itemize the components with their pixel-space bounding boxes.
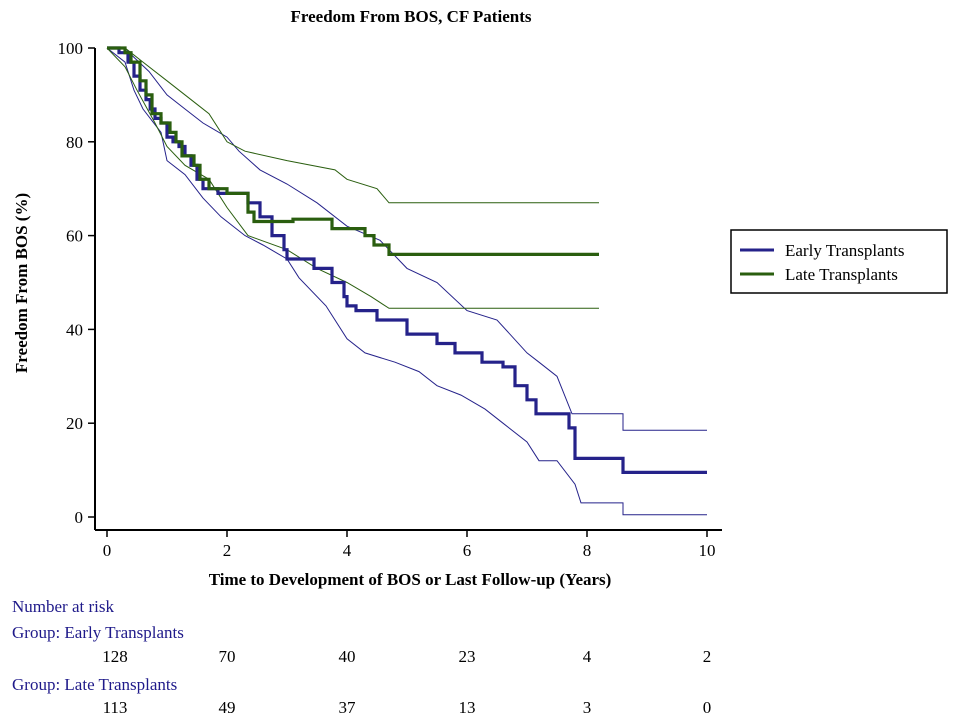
risk-count: 128 [102,647,128,666]
ci-lower-line [106,47,599,309]
x-tick-label: 10 [699,541,716,560]
risk-row-early: 128 70 40 23 4 2 [102,647,711,666]
ci-upper-line [107,47,707,431]
risk-table-header: Number at risk [12,597,114,616]
legend: Early Transplants Late Transplants [730,229,948,294]
x-tick-label: 4 [343,541,352,560]
y-tick-label: 60 [66,227,83,246]
y-axis-title: Freedom From BOS (%) [12,193,31,373]
survival-line [107,46,707,474]
legend-label-early: Early Transplants [785,241,904,260]
risk-group-label-late: Group: Late Transplants [12,675,177,694]
survival-line [107,46,599,256]
chart-title: Freedom From BOS, CF Patients [291,7,532,26]
ci-upper-line [107,47,599,204]
y-tick-label: 20 [66,414,83,433]
risk-count: 40 [339,647,356,666]
risk-count: 49 [219,698,236,717]
risk-row-late: 113 49 37 13 3 0 [103,698,712,717]
risk-count: 4 [583,647,592,666]
risk-count: 37 [339,698,357,717]
x-tick-label: 6 [463,541,472,560]
risk-count: 13 [459,698,476,717]
y-tick-label: 80 [66,133,83,152]
y-tick-label: 0 [75,508,84,527]
x-tick-label: 2 [223,541,232,560]
y-tick-label: 100 [58,39,84,58]
risk-count: 70 [219,647,236,666]
y-tick-label: 40 [66,320,83,339]
risk-count: 113 [103,698,128,717]
x-axis-title: Time to Development of BOS or Last Follo… [209,570,612,589]
risk-count: 0 [703,698,712,717]
legend-box [730,229,948,294]
x-tick-label: 0 [103,541,112,560]
risk-group-label-early: Group: Early Transplants [12,623,184,642]
risk-count: 23 [459,647,476,666]
plot-area [106,46,707,516]
legend-label-late: Late Transplants [785,265,898,284]
axes [94,48,722,531]
risk-table: Number at risk Group: Early Transplants … [12,597,711,717]
ci-lower-line [106,47,707,516]
x-tick-label: 8 [583,541,592,560]
risk-count: 3 [583,698,592,717]
risk-count: 2 [703,647,712,666]
